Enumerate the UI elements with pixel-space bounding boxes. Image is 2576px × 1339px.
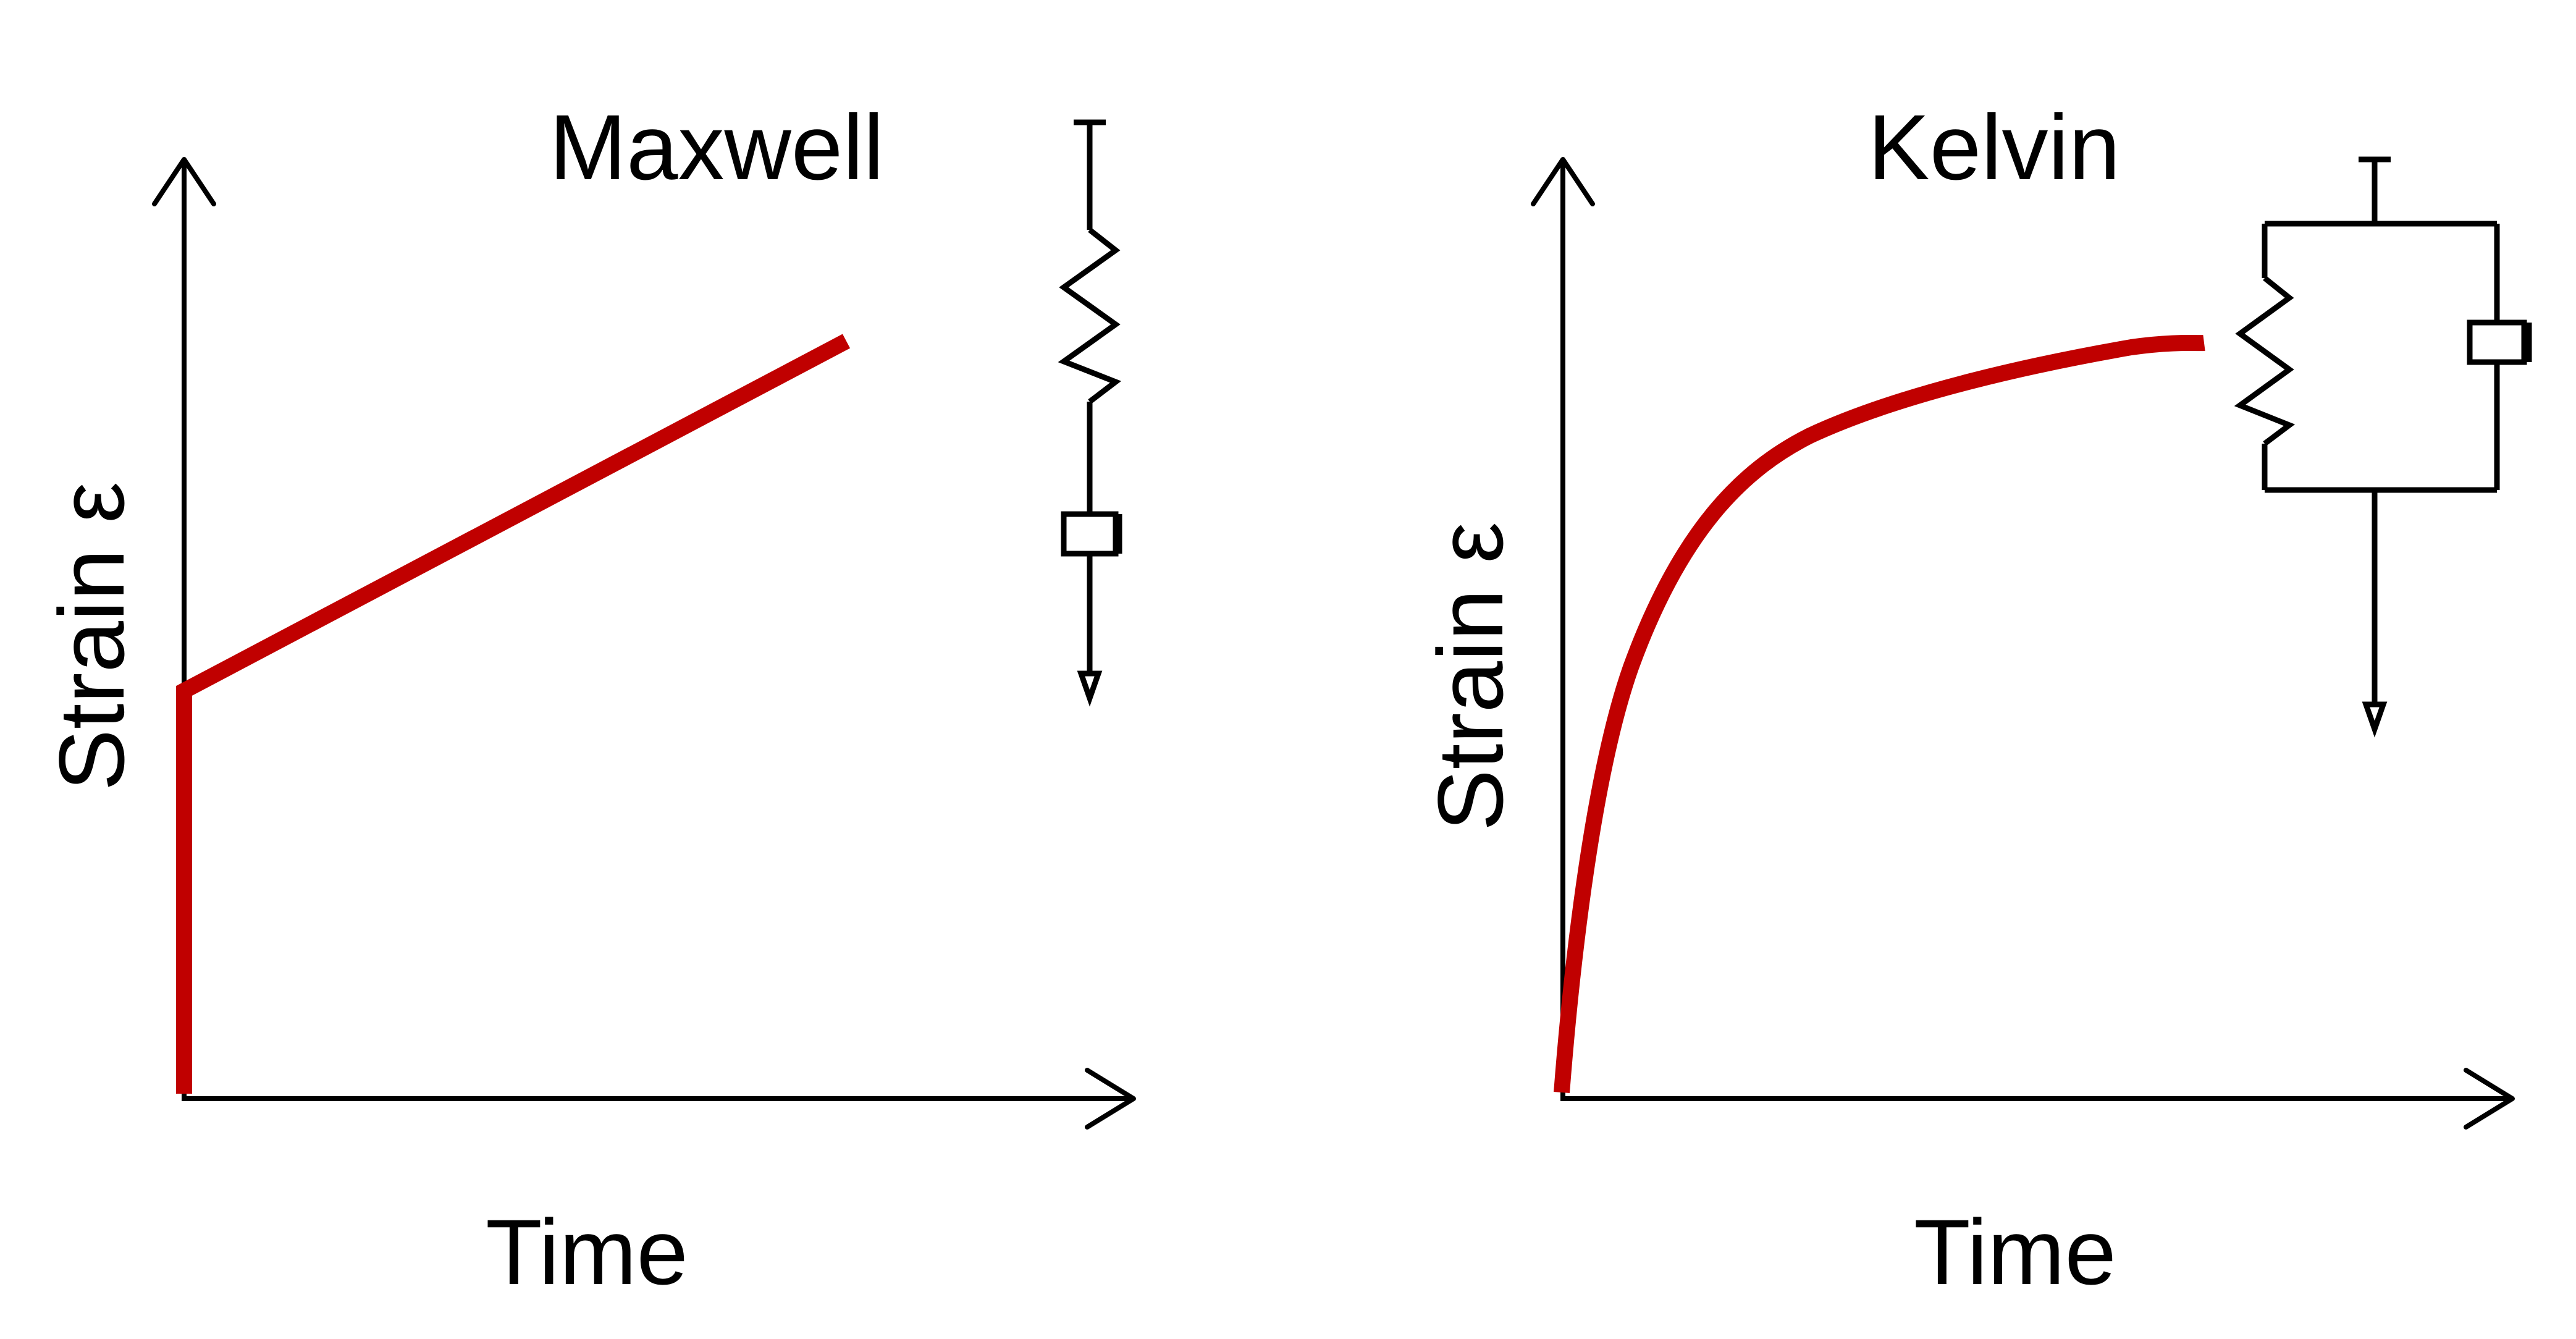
kelvin-y-label: Strain ε	[1418, 522, 1522, 831]
kelvin-strain-curve	[1554, 335, 2205, 1094]
kelvin-dashpot-icon	[2467, 319, 2527, 365]
kelvin-spring-dashpot-parallel-icon	[2234, 156, 2532, 738]
maxwell-title: Maxwell	[549, 95, 884, 199]
maxwell-y-axis-arrowhead	[152, 157, 216, 206]
maxwell-y-label: Strain ε	[40, 482, 143, 791]
maxwell-dashpot-icon	[1061, 511, 1119, 557]
kelvin-x-axis-arrowhead	[2464, 1068, 2515, 1130]
maxwell-panel: Maxwell Strain ε Time	[40, 95, 1136, 1304]
kelvin-spring-icon	[2234, 276, 2296, 446]
maxwell-spring-dashpot-series-icon	[1058, 119, 1122, 707]
maxwell-load-arrow-icon	[1077, 670, 1103, 707]
kelvin-x-label: Time	[1914, 1200, 2116, 1304]
kelvin-panel: Kelvin Strain ε Time	[1418, 95, 2532, 1304]
kelvin-load-arrow-icon	[2362, 701, 2388, 738]
kelvin-y-axis-arrowhead	[1531, 157, 1595, 206]
kelvin-title: Kelvin	[1868, 95, 2121, 199]
maxwell-strain-curve	[176, 334, 851, 1094]
maxwell-spring-icon	[1058, 227, 1122, 404]
maxwell-x-axis-arrowhead	[1085, 1068, 1136, 1130]
maxwell-x-label: Time	[486, 1200, 688, 1304]
